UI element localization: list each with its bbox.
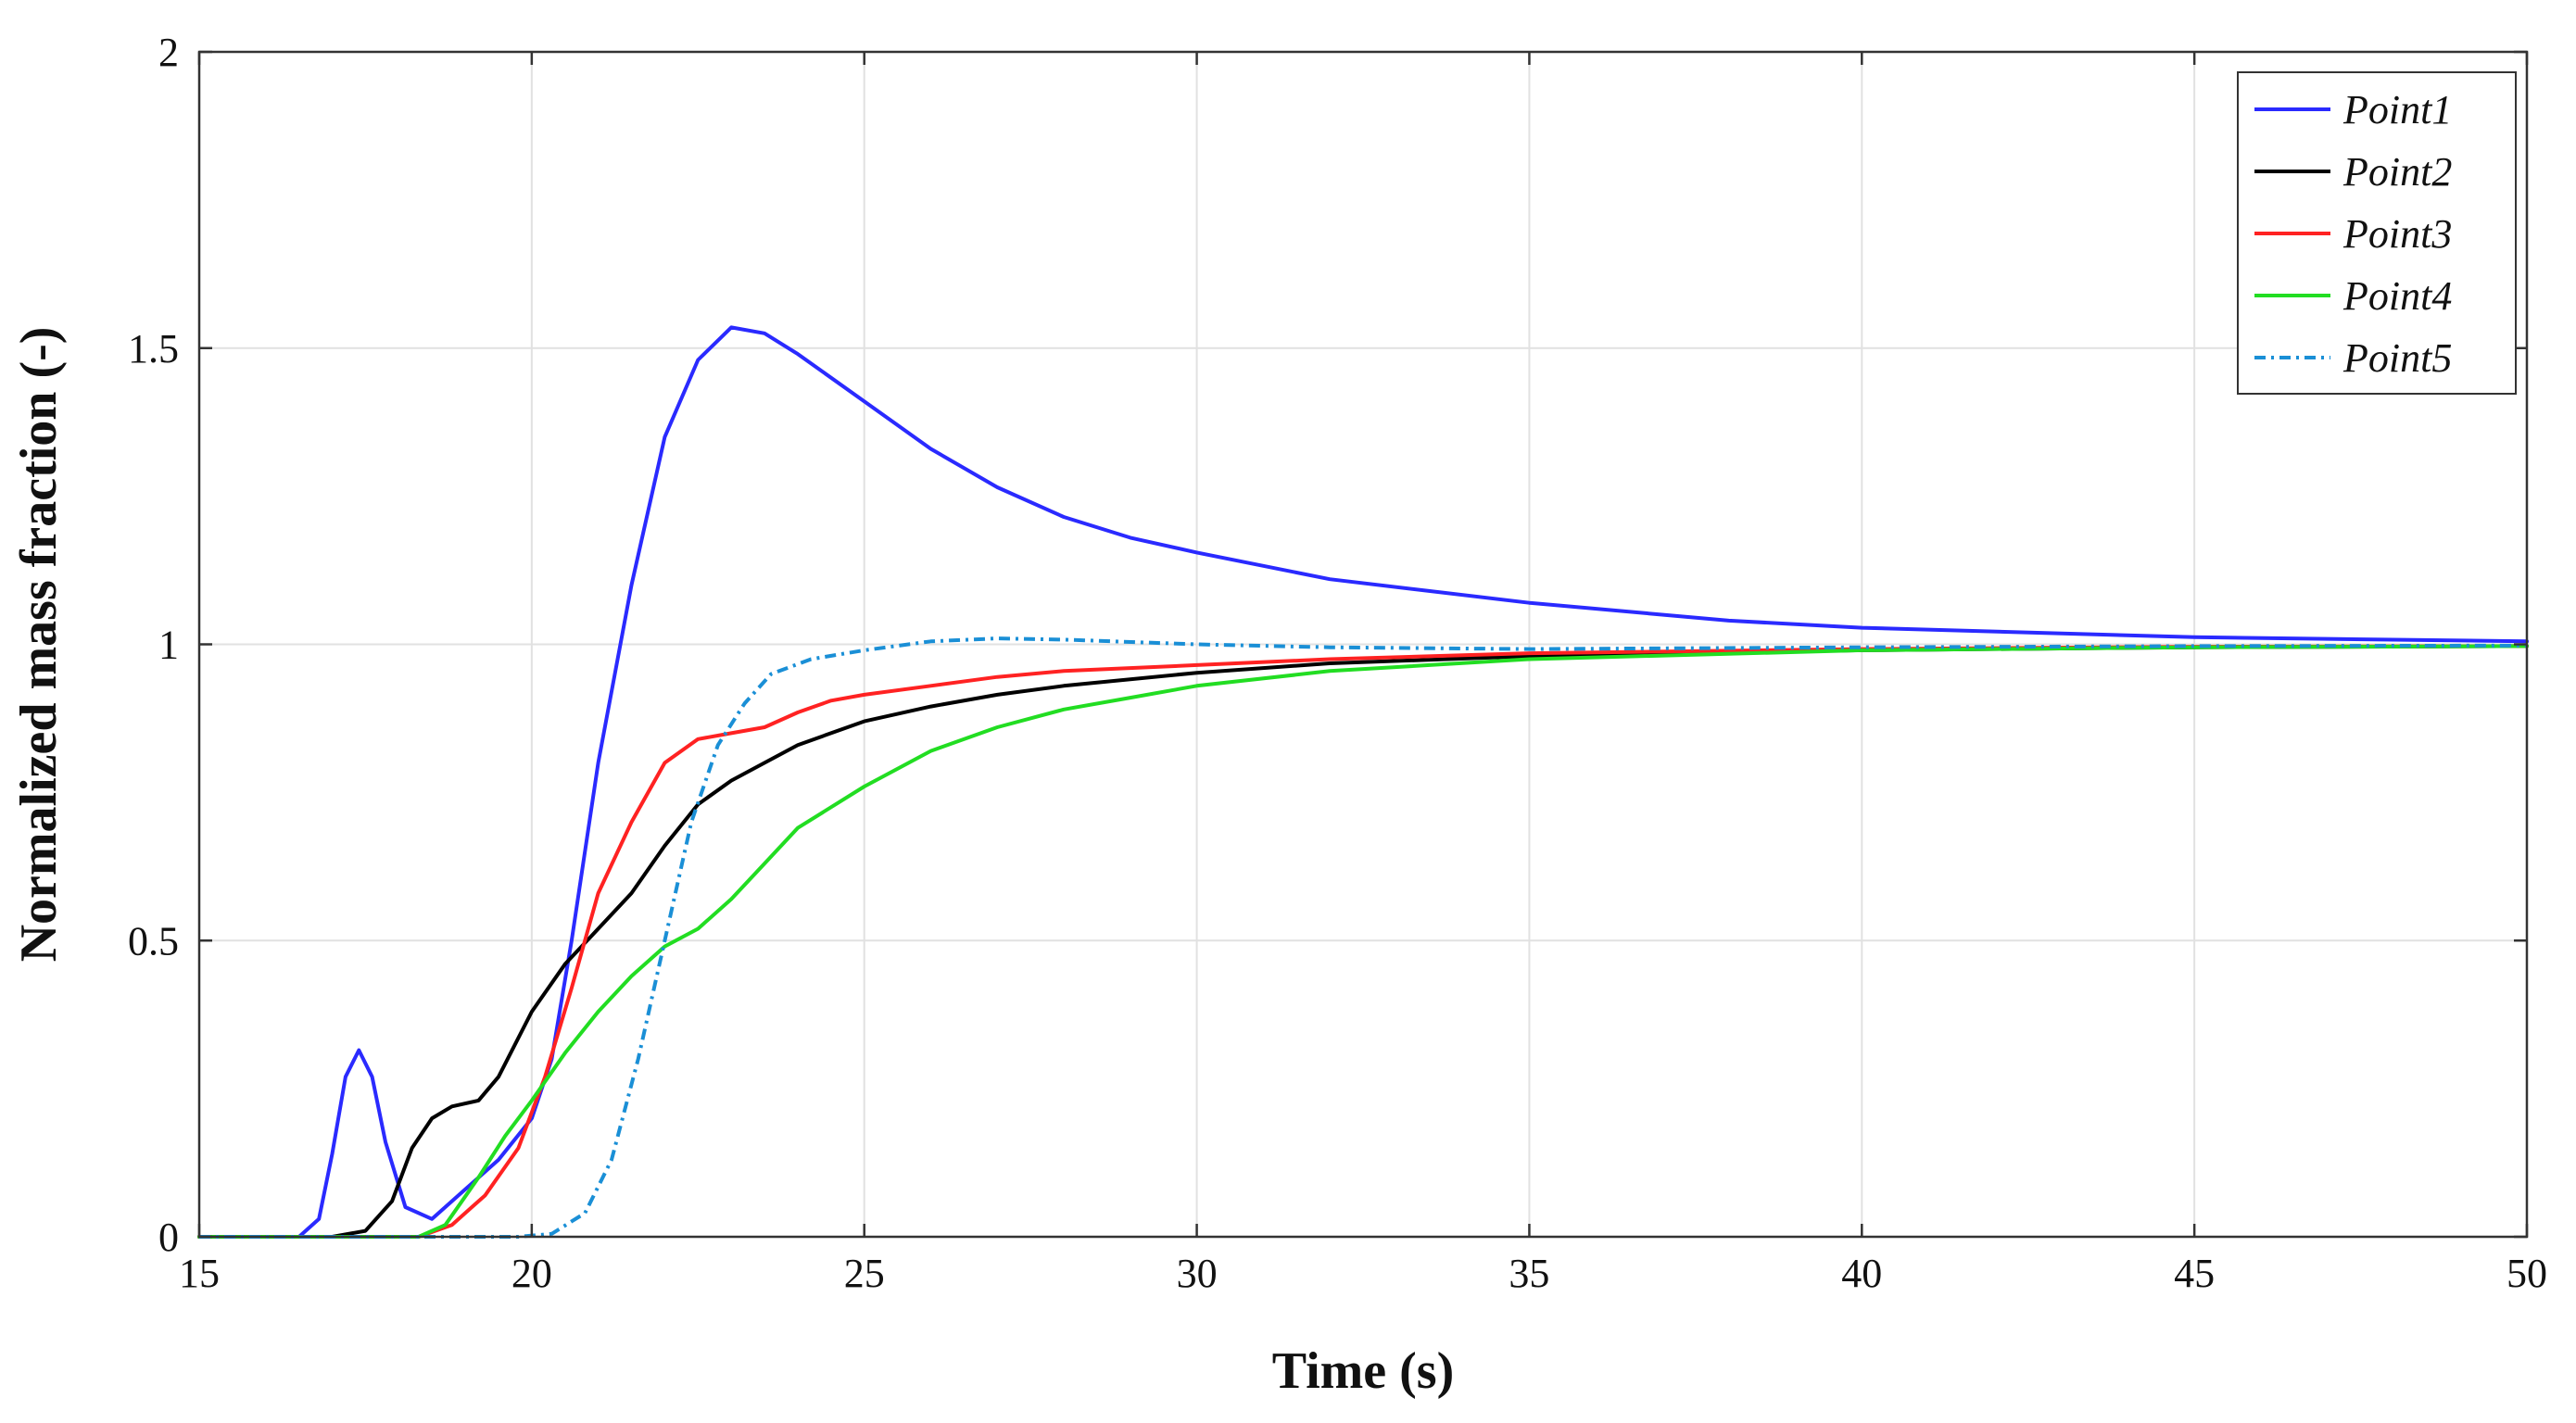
legend: Point1 Point2 Point3 Point4 Point5 xyxy=(2237,71,2517,395)
series-line-point5 xyxy=(199,636,2528,1239)
y-tick-label: 0.5 xyxy=(128,918,179,963)
x-tick-label: 50 xyxy=(2507,1251,2547,1296)
y-tick-label: 0 xyxy=(158,1215,179,1260)
x-tick-label: 30 xyxy=(1177,1251,1218,1296)
series-layer xyxy=(197,325,2529,1239)
series-line-point4 xyxy=(197,644,2529,1239)
y-tick-label: 2 xyxy=(158,30,179,75)
x-tick-label: 15 xyxy=(179,1251,220,1296)
tick-labels: 15 20 25 30 35 40 45 50 0 0.5 1 1.5 2 xyxy=(128,30,2547,1296)
x-axis-title: Time (s) xyxy=(1272,1342,1455,1400)
x-tick-label: 20 xyxy=(511,1251,552,1296)
y-tick-label: 1 xyxy=(158,623,179,668)
legend-label-point4: Point4 xyxy=(2342,273,2452,319)
y-axis-title: Normalized mass fraction (-) xyxy=(10,327,68,963)
legend-label-point3: Point3 xyxy=(2342,211,2452,257)
x-tick-label: 45 xyxy=(2174,1251,2215,1296)
x-tick-label: 40 xyxy=(1841,1251,1882,1296)
x-tick-label: 35 xyxy=(1509,1251,1549,1296)
series-line-point3 xyxy=(197,644,2529,1239)
series-line-point2 xyxy=(197,644,2529,1239)
y-tick-label: 1.5 xyxy=(128,326,179,371)
legend-label-point2: Point2 xyxy=(2342,149,2452,195)
legend-label-point5: Point5 xyxy=(2342,335,2452,381)
x-tick-label: 25 xyxy=(844,1251,885,1296)
series-line-point1 xyxy=(197,325,2529,1239)
legend-label-point1: Point1 xyxy=(2342,87,2452,132)
tick-marks xyxy=(197,50,2529,1239)
